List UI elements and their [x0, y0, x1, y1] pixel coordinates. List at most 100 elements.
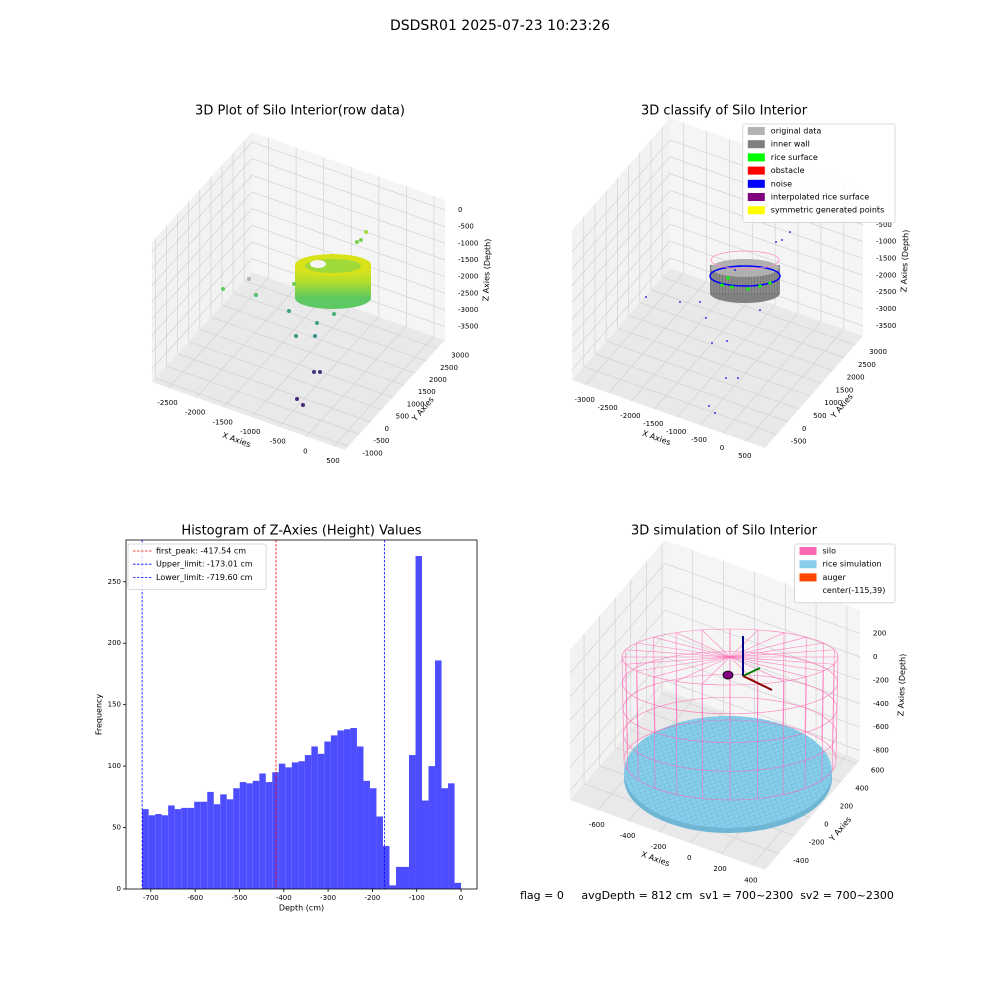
outlier-point: [294, 334, 298, 338]
pane-left: [572, 118, 670, 380]
bar: [324, 741, 331, 889]
y-tick-label: 200: [840, 803, 853, 811]
grid-line: [571, 223, 671, 337]
panel-title: 3D simulation of Silo Interior: [631, 524, 818, 539]
x-tick-label: 0: [459, 894, 463, 902]
noise-point: [726, 340, 728, 342]
silo-spoke: [701, 656, 731, 685]
x-tick-label: -200: [650, 843, 666, 851]
grid-line: [669, 190, 864, 259]
grid-line: [571, 207, 671, 320]
z-tick-label: -3000: [458, 306, 478, 314]
outlier-point: [355, 240, 359, 244]
y-tick-label: 2000: [429, 376, 447, 384]
silo-spoke: [625, 656, 731, 665]
grid-line: [251, 141, 446, 211]
bar: [278, 763, 286, 889]
outlier-point: [287, 309, 291, 313]
y-tick-label: 1000: [824, 399, 842, 407]
x-tick-label: -2500: [597, 404, 617, 412]
grid-line: [699, 312, 799, 426]
grid-line: [333, 335, 435, 447]
x-tick-label: 0: [720, 444, 724, 452]
bar: [174, 809, 182, 889]
bar: [194, 801, 201, 889]
grid-line: [188, 341, 382, 410]
bar: [389, 885, 396, 889]
grid-line: [168, 277, 269, 389]
z-tick-label: -500: [458, 223, 474, 231]
bar: [422, 800, 429, 889]
legend-label: silo: [823, 547, 837, 556]
grid-line: [166, 365, 360, 435]
noise-point: [711, 342, 713, 344]
bar: [200, 801, 208, 889]
bar: [356, 746, 364, 889]
bar: [409, 755, 416, 889]
bar: [259, 773, 266, 889]
legend-label: symmetric generated points: [771, 206, 884, 215]
silo-ring: [623, 719, 837, 801]
grid-line: [583, 366, 777, 435]
noise-point: [714, 412, 716, 414]
legend-patch: [747, 153, 765, 162]
x-axis-label: X Axies: [640, 850, 671, 869]
panel-title: Histogram of Z-Axies (Height) Values: [181, 524, 421, 539]
grid-line: [571, 257, 671, 371]
pane-floor: [572, 268, 863, 448]
outlier-point: [313, 334, 317, 338]
bar: [454, 882, 462, 889]
y-tick-label: 1500: [836, 386, 854, 394]
z-tick-label: -3000: [876, 305, 896, 313]
y-tick-label: 0: [802, 425, 806, 433]
outlier-point: [221, 287, 225, 291]
grid-line: [571, 173, 671, 286]
outlier-point: [315, 321, 319, 325]
outlier-point: [364, 230, 368, 234]
grid-line: [151, 175, 253, 286]
x-tick-label: -200: [364, 894, 380, 902]
x-tick-label: -500: [691, 436, 707, 444]
noise-point: [789, 231, 791, 233]
grid-line: [571, 240, 671, 354]
noise-point: [679, 301, 681, 303]
grid-line: [199, 329, 393, 398]
grid-line: [631, 288, 730, 402]
x-axis-label: Depth (cm): [279, 904, 324, 913]
grid-line: [628, 315, 822, 384]
bar: [207, 791, 214, 889]
z-tick-label: -3500: [458, 323, 478, 331]
grid-line: [594, 353, 789, 423]
y-tick-label: 100: [108, 762, 121, 770]
y-tick-label: 50: [112, 824, 121, 832]
x-tick-label: -1500: [643, 420, 663, 428]
grid-line: [569, 680, 666, 791]
legend-label: auger: [823, 573, 847, 582]
y-tick-label: -200: [809, 839, 825, 847]
z-tick-label: -1000: [876, 238, 896, 246]
grid-line: [251, 175, 446, 244]
bar: [148, 815, 156, 889]
pane-left: [570, 540, 665, 800]
x-tick-label: -2000: [620, 412, 640, 420]
pane-left: [152, 132, 252, 382]
y-tick-label: 250: [108, 578, 121, 586]
x-tick-label: -500: [270, 438, 286, 446]
bar: [272, 772, 279, 889]
noise-point: [734, 269, 736, 271]
grid-line: [251, 158, 446, 227]
z-tick-label: -3500: [876, 322, 896, 330]
y-axis-label: Y Axies: [410, 395, 436, 424]
grid-line: [571, 190, 671, 303]
legend-label: rice simulation: [823, 560, 882, 569]
y-tick-label: 400: [855, 785, 868, 793]
z-axis-label: Z Axies (Depth): [481, 239, 492, 302]
silo-spoke: [729, 642, 824, 658]
grid-line: [664, 609, 861, 681]
silo-spoke: [675, 632, 731, 658]
legend-box: [742, 123, 896, 223]
y-tick-label: 3000: [869, 348, 887, 356]
bar: [363, 780, 370, 889]
silo-spoke: [653, 656, 731, 678]
